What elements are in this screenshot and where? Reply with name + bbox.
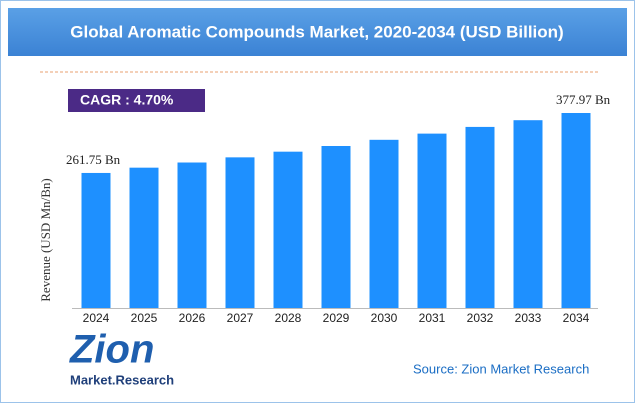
- x-tick-label: 2025: [131, 311, 158, 325]
- data-label: 261.75 Bn: [66, 152, 121, 167]
- x-tick-label: 2026: [179, 311, 206, 325]
- source: Source: Zion Market Research: [413, 361, 589, 376]
- data-label: 377.97 Bn: [556, 92, 611, 107]
- bar: [561, 113, 591, 308]
- x-tick-label: 2027: [227, 311, 254, 325]
- bar: [369, 139, 399, 308]
- logo-name: Zion: [69, 328, 154, 372]
- x-tick-label: 2031: [419, 311, 446, 325]
- bar: [81, 172, 111, 308]
- logo-tagline: Market.Research: [70, 372, 174, 387]
- x-tick-label: 2024: [83, 311, 110, 325]
- bar: [321, 146, 351, 308]
- bar: [225, 157, 255, 308]
- bar: [129, 167, 159, 308]
- x-tick-label: 2029: [323, 311, 350, 325]
- x-tick-label: 2034: [563, 311, 590, 325]
- x-tick-label: 2028: [275, 311, 302, 325]
- cagr-label: CAGR : 4.70%: [80, 92, 174, 108]
- x-tick-label: 2033: [515, 311, 542, 325]
- chart-title: Global Aromatic Compounds Market, 2020-2…: [70, 22, 563, 41]
- bar: [177, 162, 207, 308]
- bar: [273, 151, 303, 308]
- y-axis-label: Revenue (USD Mn/Bn): [38, 178, 53, 302]
- x-tick-label: 2032: [467, 311, 494, 325]
- bar: [417, 133, 447, 308]
- bar: [465, 126, 495, 308]
- title-banner: [8, 8, 627, 56]
- x-tick-label: 2030: [371, 311, 398, 325]
- bar: [513, 120, 543, 308]
- cagr-box: [68, 89, 205, 112]
